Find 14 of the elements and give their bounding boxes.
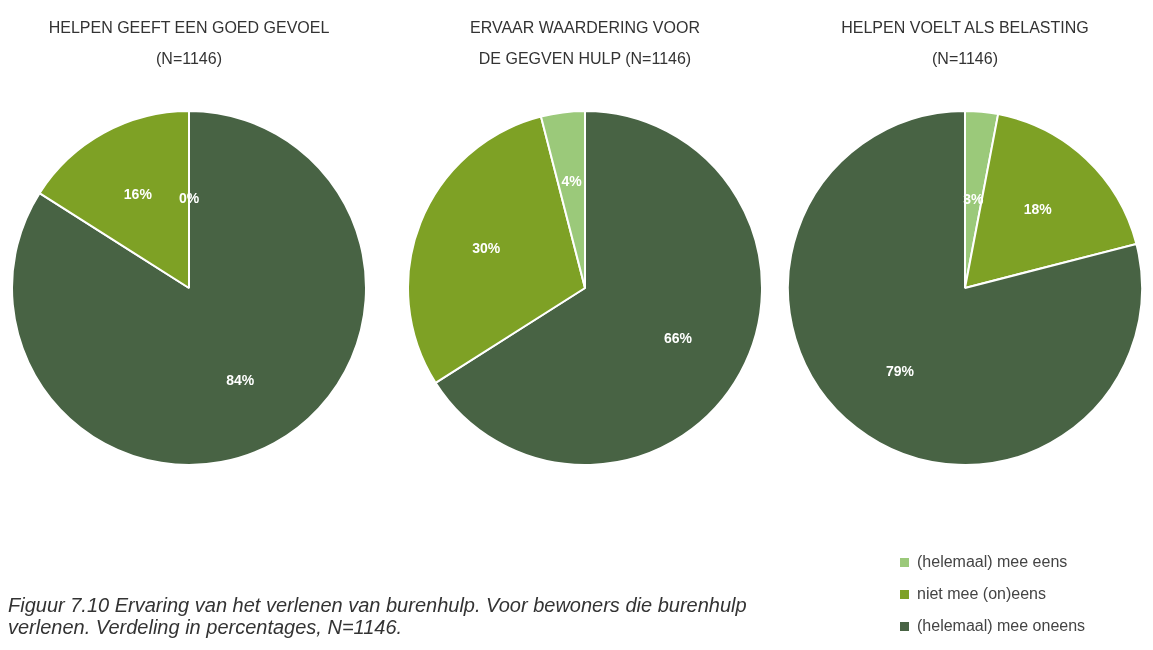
data-label: 18% (1023, 201, 1053, 218)
text: Figuur 7.10 Ervaring van het verlenen van burenhulp. Voor bewoners die burenhulp verlenen. Verdeling in percentages, N=1146. (8, 594, 748, 638)
legend-label: (helemaal) mee eens (917, 553, 1068, 571)
legend-label: niet mee (on)eens (917, 585, 1046, 603)
data-label: 66% (664, 330, 693, 347)
chart-title: HELPEN VOELT ALS BELASTING (N=1146) (840, 18, 1090, 69)
data-label: 30% (472, 239, 501, 256)
data-label: 79% (885, 362, 915, 379)
data-label: 4% (561, 173, 583, 190)
data-label: 16% (123, 185, 153, 202)
chart-title: HELPEN GEEFT EEN GOED GEVOEL (N=1146) (47, 18, 331, 69)
chart-title: ERVAAR WAARDERING VOOR DE GEGVEN HULP (N=1146) (469, 18, 701, 69)
legend-label: (helemaal) mee oneens (917, 617, 1086, 635)
data-label: 84% (226, 371, 255, 388)
